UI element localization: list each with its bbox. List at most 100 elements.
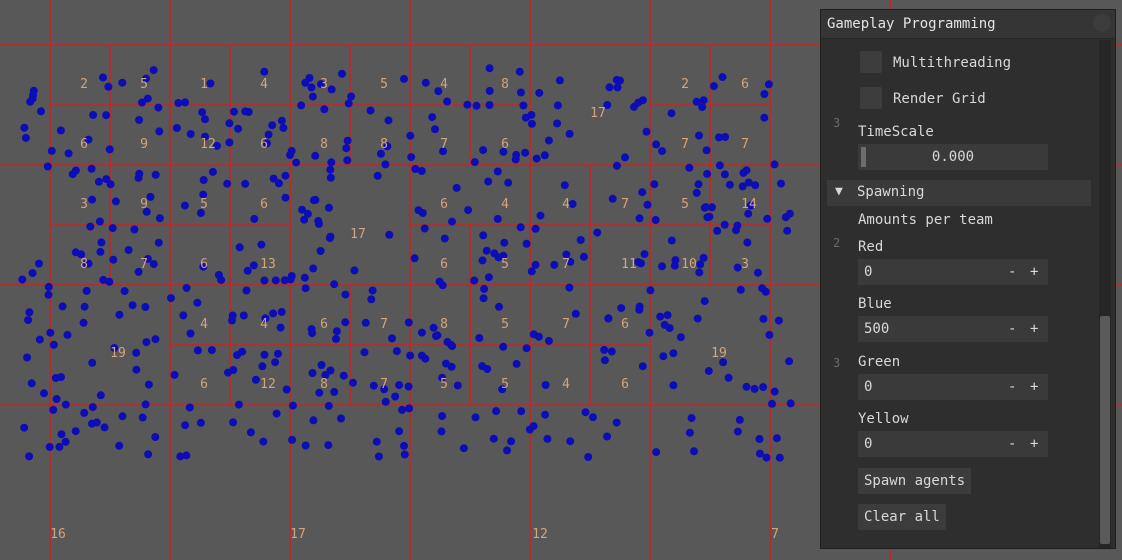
- agent: [515, 67, 524, 76]
- agent: [529, 330, 538, 339]
- agent: [406, 351, 415, 360]
- agent: [493, 214, 502, 223]
- window-title: Gameplay Programming: [827, 16, 996, 32]
- agent: [643, 200, 652, 209]
- cell-count-label: 6: [260, 137, 268, 152]
- render-grid-checkbox[interactable]: [860, 87, 882, 109]
- agent: [499, 147, 508, 156]
- agent: [603, 101, 612, 109]
- agent: [82, 286, 91, 295]
- agent: [635, 305, 644, 314]
- agent: [223, 179, 232, 188]
- window-titlebar[interactable]: Gameplay Programming: [821, 10, 1115, 39]
- agent: [484, 273, 493, 282]
- cell-count-label: 8: [501, 77, 509, 92]
- clear-all-button[interactable]: Clear all: [858, 504, 946, 530]
- collapse-icon[interactable]: [1093, 14, 1111, 32]
- agent: [763, 214, 772, 223]
- scrollbar-thumb[interactable]: [1100, 316, 1110, 544]
- agent: [699, 253, 708, 262]
- decrement-button[interactable]: -: [1008, 321, 1017, 337]
- agent: [443, 97, 452, 106]
- agent: [110, 344, 119, 352]
- agent: [581, 408, 590, 417]
- agent: [49, 340, 58, 349]
- increment-button[interactable]: +: [1030, 264, 1039, 280]
- agent: [182, 451, 191, 460]
- cell-count-label: 7: [440, 137, 448, 152]
- agent: [89, 111, 98, 119]
- agent: [303, 209, 312, 218]
- window-scrollbar[interactable]: [1099, 40, 1111, 548]
- agent: [250, 214, 259, 223]
- agent: [343, 156, 352, 165]
- spawn-agents-button[interactable]: Spawn agents: [858, 468, 972, 494]
- agent: [97, 238, 106, 247]
- decrement-button[interactable]: -: [1008, 436, 1017, 452]
- agent: [280, 276, 289, 285]
- timescale-slider[interactable]: 0.000: [858, 144, 1048, 170]
- cell-count-label: 6: [80, 137, 88, 152]
- agent: [315, 388, 324, 397]
- cell-count-label: 5: [681, 197, 689, 212]
- agent: [405, 404, 414, 413]
- agent: [516, 223, 525, 232]
- cell-count-label: 6: [501, 137, 509, 152]
- agent: [417, 351, 426, 360]
- team-red-input[interactable]: 0 - +: [858, 259, 1048, 285]
- agent: [452, 183, 461, 192]
- agent: [369, 381, 378, 390]
- team-blue-value: 500: [864, 321, 890, 337]
- agent: [437, 427, 446, 436]
- agent: [321, 371, 330, 379]
- agent: [327, 158, 336, 167]
- agent: [246, 428, 255, 437]
- team-yellow-input[interactable]: 0 - +: [858, 431, 1048, 457]
- agent: [180, 201, 189, 210]
- agent: [309, 196, 318, 205]
- cell-count-label: 4: [440, 77, 448, 92]
- spawning-header[interactable]: ▼ Spawning: [827, 180, 1091, 206]
- agent: [79, 318, 88, 327]
- slider-grab[interactable]: [861, 147, 866, 167]
- agent: [659, 352, 668, 361]
- agent: [349, 378, 357, 387]
- agent: [395, 427, 404, 436]
- decrement-button[interactable]: -: [1008, 264, 1017, 280]
- agent: [258, 362, 267, 371]
- agent: [20, 423, 29, 432]
- agent: [750, 384, 759, 393]
- agent: [102, 175, 111, 184]
- decrement-button[interactable]: -: [1008, 379, 1017, 395]
- agent: [176, 452, 185, 461]
- team-blue-input[interactable]: 500 - +: [858, 316, 1048, 342]
- agent: [181, 421, 190, 430]
- agent: [143, 254, 152, 263]
- gameplay-programming-window[interactable]: Gameplay Programming 3 2 3 Multithreadin…: [820, 9, 1116, 549]
- increment-button[interactable]: +: [1030, 379, 1039, 395]
- agent: [555, 76, 564, 85]
- increment-button[interactable]: +: [1030, 436, 1039, 452]
- agent: [420, 224, 429, 233]
- agent: [196, 209, 205, 217]
- multithreading-checkbox[interactable]: [860, 51, 882, 73]
- agent: [138, 98, 146, 107]
- agent: [167, 294, 175, 303]
- agent: [297, 101, 306, 110]
- agent: [495, 302, 503, 311]
- increment-button[interactable]: +: [1030, 321, 1039, 337]
- agent: [143, 94, 152, 103]
- spawning-header-label: Spawning: [857, 184, 925, 200]
- agent: [439, 147, 447, 156]
- agent: [566, 257, 575, 266]
- agent: [550, 260, 559, 269]
- agent: [478, 256, 487, 265]
- agent: [718, 73, 727, 82]
- agent: [381, 160, 390, 169]
- agent: [566, 437, 575, 446]
- agent: [233, 351, 242, 360]
- agent: [669, 381, 678, 390]
- agent: [34, 259, 43, 268]
- team-green-input[interactable]: 0 - +: [858, 374, 1048, 400]
- agent: [438, 373, 447, 382]
